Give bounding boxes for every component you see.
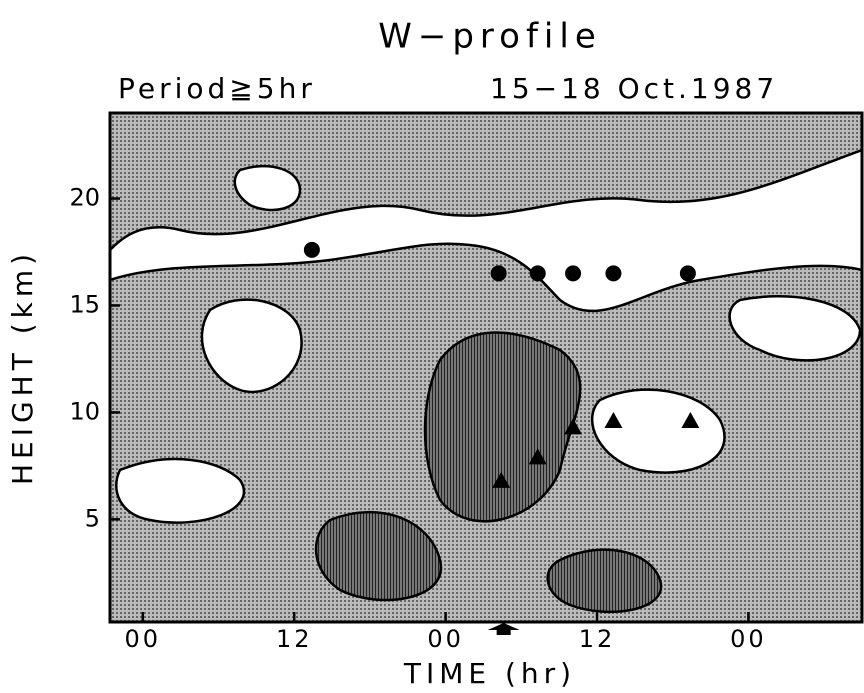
x-tick-label: 00 bbox=[730, 625, 767, 653]
chart-subtitle: Period≧5hr bbox=[118, 72, 316, 105]
x-tick-label: 12 bbox=[276, 625, 313, 653]
circle-marker bbox=[565, 265, 582, 282]
chart-title: W−profile bbox=[378, 17, 602, 57]
circle-marker bbox=[605, 265, 622, 282]
circle-marker bbox=[529, 265, 546, 282]
contours bbox=[110, 113, 862, 622]
date-label: 15−18 Oct.1987 bbox=[490, 72, 778, 105]
x-tick-label: 00 bbox=[125, 625, 162, 653]
x-tick-label: 00 bbox=[427, 625, 464, 653]
triangle-marker bbox=[528, 448, 547, 465]
y-tick-label: 10 bbox=[69, 397, 100, 425]
x-axis-label: TIME (hr) bbox=[403, 657, 576, 690]
circle-marker bbox=[679, 265, 696, 282]
circle-marker bbox=[490, 265, 507, 282]
plot-frame bbox=[108, 111, 864, 624]
y-tick-label: 20 bbox=[69, 184, 100, 212]
circle-marker bbox=[303, 241, 320, 258]
triangle-marker bbox=[604, 411, 623, 428]
triangle-marker bbox=[564, 418, 583, 435]
y-tick-label: 15 bbox=[69, 290, 100, 318]
x-tick-label: 12 bbox=[579, 625, 616, 653]
triangle-marker bbox=[492, 471, 511, 488]
time-arrow bbox=[487, 623, 520, 635]
y-axis-label: HEIGHT (km) bbox=[6, 249, 39, 485]
y-tick-label: 5 bbox=[85, 504, 100, 532]
triangle-marker bbox=[681, 411, 700, 428]
